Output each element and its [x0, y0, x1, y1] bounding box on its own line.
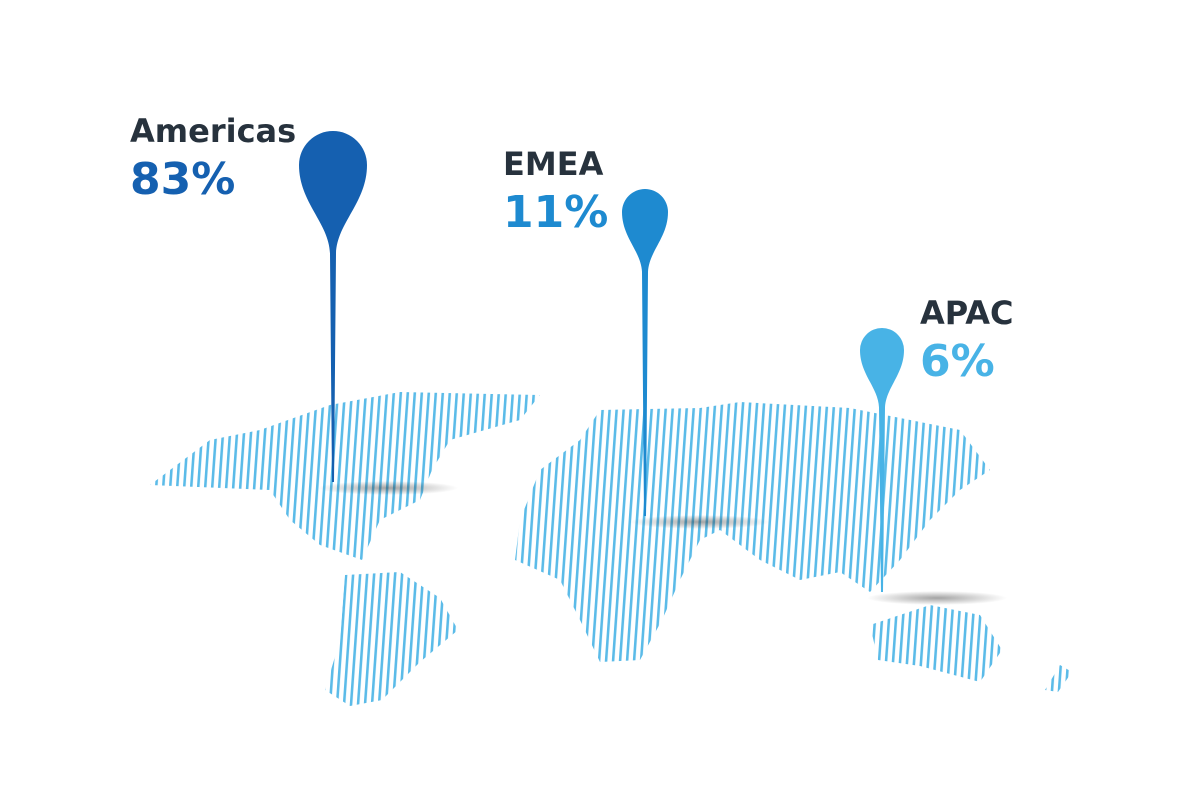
pin — [860, 328, 904, 592]
region-label: EMEA — [503, 145, 604, 183]
value-label: 83% — [130, 154, 235, 205]
region-label: APAC — [920, 294, 1014, 332]
value-label: 6% — [920, 336, 995, 387]
new-zealand — [1045, 665, 1072, 692]
south-america — [325, 572, 458, 706]
north-america — [150, 392, 540, 560]
pin-shadow — [630, 515, 770, 529]
australia — [870, 605, 1002, 682]
pins — [299, 131, 1007, 605]
pin-shadow — [867, 591, 1007, 605]
eurasia-africa — [515, 402, 990, 662]
world-map — [150, 392, 1072, 706]
value-label: 11% — [503, 187, 608, 238]
pin — [299, 131, 367, 482]
pin — [622, 189, 668, 516]
region-label: Americas — [130, 112, 296, 150]
pin-shadow — [318, 481, 458, 495]
